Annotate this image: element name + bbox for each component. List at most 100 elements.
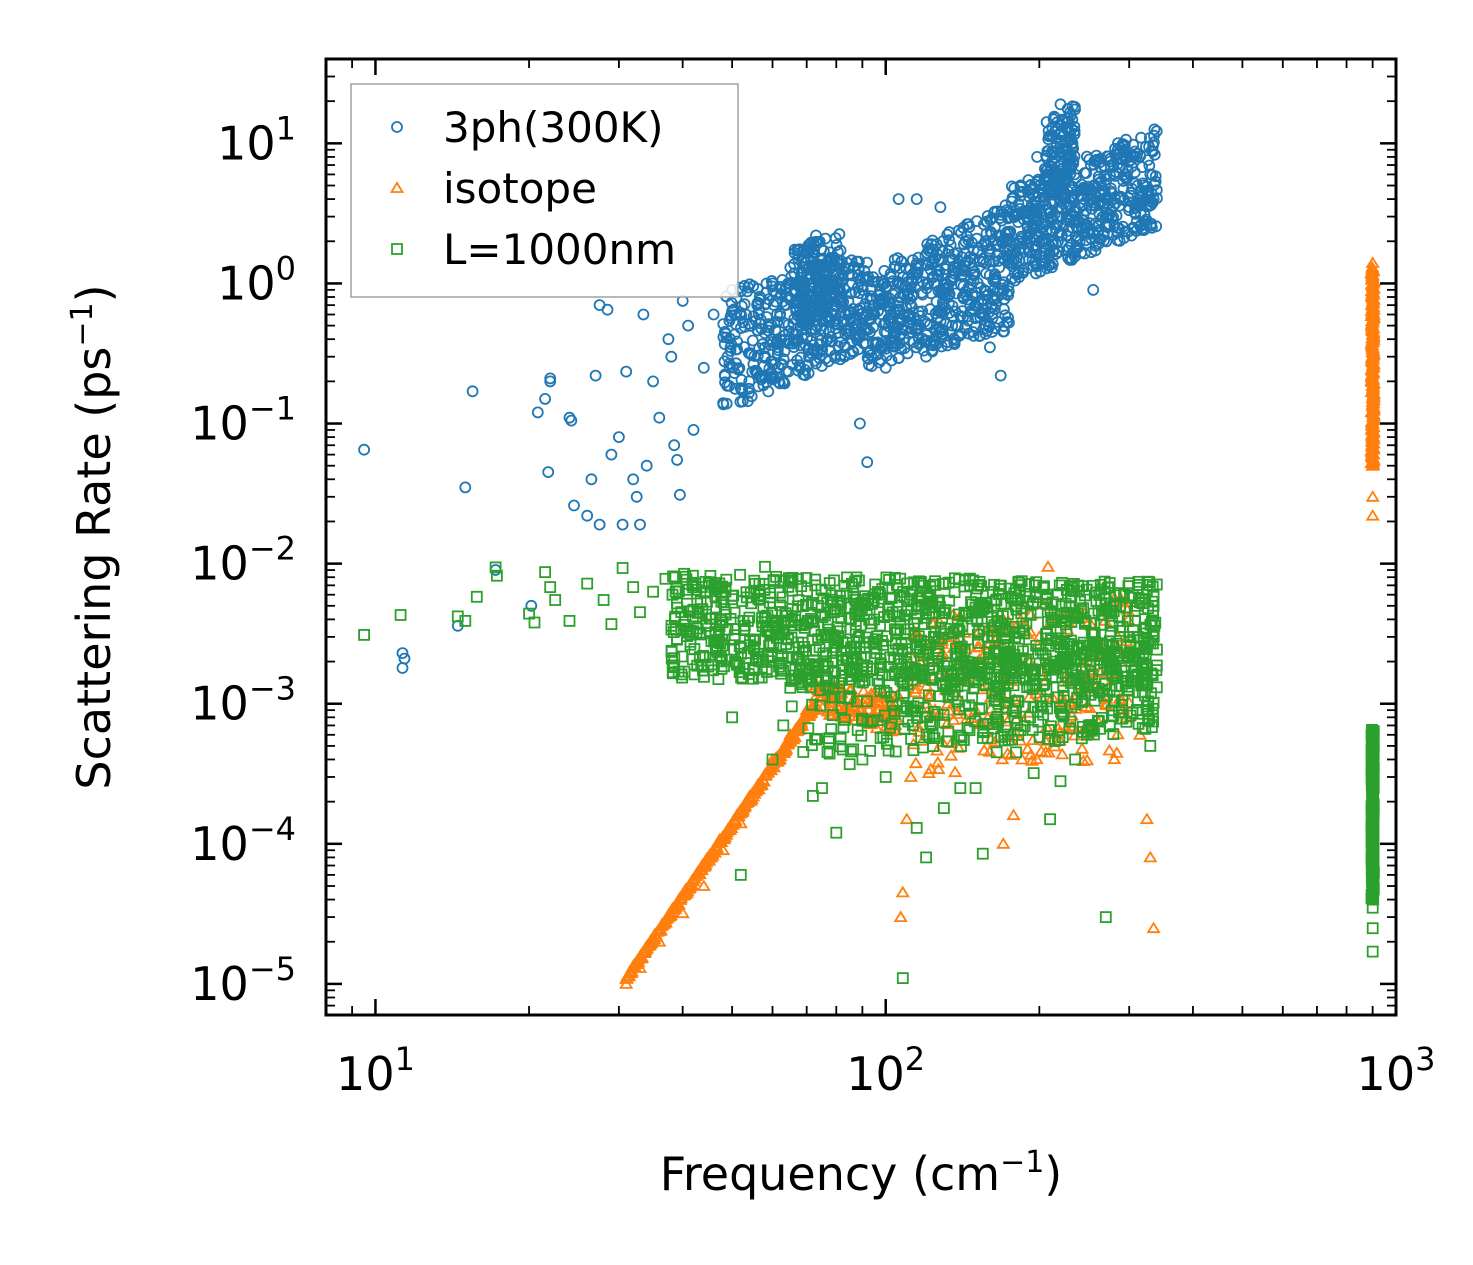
data-point-l1000nm: [786, 603, 799, 615]
data-point-3ph: [1148, 148, 1161, 161]
data-point-3ph: [1066, 192, 1078, 205]
data-point-3ph: [568, 499, 580, 512]
data-point-l1000nm: [727, 589, 740, 602]
data-point-l1000nm: [993, 681, 1005, 694]
data-point-3ph: [1067, 142, 1079, 155]
data-point-3ph: [1101, 192, 1113, 205]
data-point-3ph: [904, 263, 917, 276]
data-point-3ph: [923, 244, 935, 257]
data-point-3ph: [1021, 204, 1034, 217]
data-point-l1000nm: [992, 646, 1005, 659]
data-point-3ph: [880, 290, 892, 303]
data-point-l1000nm: [1120, 715, 1133, 728]
data-point-3ph: [752, 297, 765, 310]
data-point-l1000nm: [1101, 603, 1113, 616]
data-point-l1000nm: [1094, 618, 1107, 631]
data-point-l1000nm: [823, 577, 836, 589]
data-point-l1000nm: [1021, 681, 1033, 694]
data-point-l1000nm: [864, 745, 876, 757]
data-point-3ph: [830, 298, 843, 311]
data-point-l1000nm: [889, 745, 902, 758]
data-point-3ph: [1047, 113, 1060, 126]
data-point-isotope: [908, 685, 923, 698]
data-point-l1000nm: [922, 647, 934, 659]
data-point-3ph: [935, 306, 948, 319]
data-point-3ph: [1047, 245, 1060, 258]
data-point-l1000nm: [1002, 608, 1014, 621]
data-point-l1000nm: [394, 609, 407, 621]
data-point-l1000nm: [972, 637, 985, 649]
data-point-3ph: [946, 319, 959, 332]
data-point-l1000nm: [840, 587, 853, 600]
data-point-l1000nm: [1058, 615, 1071, 628]
data-point-l1000nm: [1056, 731, 1069, 743]
data-point-l1000nm: [1096, 711, 1108, 724]
data-point-3ph: [767, 284, 780, 297]
data-point-3ph: [1064, 159, 1077, 172]
data-point-3ph: [943, 234, 956, 247]
data-point-l1000nm: [830, 826, 843, 839]
data-point-l1000nm: [539, 566, 551, 578]
legend-label-isotope: isotope: [443, 164, 597, 213]
data-point-l1000nm: [969, 715, 981, 728]
data-point-l1000nm: [1065, 616, 1078, 628]
data-point-l1000nm: [1027, 767, 1040, 779]
data-point-3ph: [719, 376, 731, 389]
data-point-3ph: [981, 325, 994, 337]
data-point-3ph: [531, 406, 544, 419]
data-point-3ph: [721, 350, 734, 363]
data-point-isotope: [1365, 307, 1380, 320]
data-point-l1000nm: [958, 580, 971, 593]
data-point-l1000nm: [1009, 695, 1021, 708]
data-point-3ph: [1083, 153, 1096, 166]
data-point-l1000nm: [882, 582, 895, 595]
data-point-3ph: [751, 324, 764, 337]
data-point-l1000nm: [1146, 615, 1158, 628]
data-point-isotope: [995, 752, 1010, 765]
data-point-isotope: [861, 702, 876, 715]
data-point-l1000nm: [1103, 577, 1116, 589]
data-point-l1000nm: [544, 581, 557, 593]
data-point-isotope: [940, 697, 955, 709]
data-point-l1000nm: [1107, 709, 1120, 722]
data-point-3ph: [1073, 201, 1086, 214]
data-point-3ph: [563, 411, 576, 424]
data-point-3ph: [1030, 248, 1043, 261]
data-point-l1000nm: [942, 725, 955, 738]
data-point-3ph: [730, 343, 742, 356]
data-point-3ph: [1101, 150, 1114, 163]
data-point-l1000nm: [682, 583, 694, 596]
data-point-l1000nm: [1103, 635, 1116, 648]
data-point-3ph: [859, 272, 872, 285]
data-point-3ph: [926, 271, 939, 284]
data-point-3ph: [866, 282, 878, 295]
data-point-l1000nm: [810, 733, 822, 746]
data-point-l1000nm: [1040, 695, 1053, 708]
data-point-3ph: [1045, 214, 1058, 227]
data-point-3ph: [1060, 116, 1073, 129]
data-point-l1000nm: [807, 615, 820, 628]
data-point-l1000nm: [835, 702, 848, 714]
data-point-l1000nm: [874, 653, 887, 665]
data-point-l1000nm: [815, 583, 828, 596]
legend-marker-l1000nm: [391, 243, 403, 255]
data-point-l1000nm: [838, 714, 851, 726]
y-tick-label: 101: [217, 109, 296, 170]
data-point-l1000nm: [1044, 813, 1056, 826]
data-point-3ph: [769, 323, 782, 336]
data-point-3ph: [853, 255, 865, 268]
data-point-3ph: [396, 647, 409, 659]
data-point-isotope: [675, 906, 690, 919]
data-point-3ph: [910, 193, 923, 206]
data-point-3ph: [634, 518, 646, 531]
data-point-3ph: [749, 364, 762, 377]
data-point-l1000nm: [883, 574, 895, 586]
data-point-isotope: [1014, 752, 1030, 765]
data-point-l1000nm: [800, 572, 813, 584]
data-point-isotope: [794, 719, 810, 731]
data-point-3ph: [1029, 239, 1042, 252]
data-point-l1000nm: [1131, 581, 1144, 594]
data-point-l1000nm: [1075, 732, 1088, 745]
data-point-3ph: [1054, 195, 1066, 208]
data-point-l1000nm: [748, 574, 761, 587]
